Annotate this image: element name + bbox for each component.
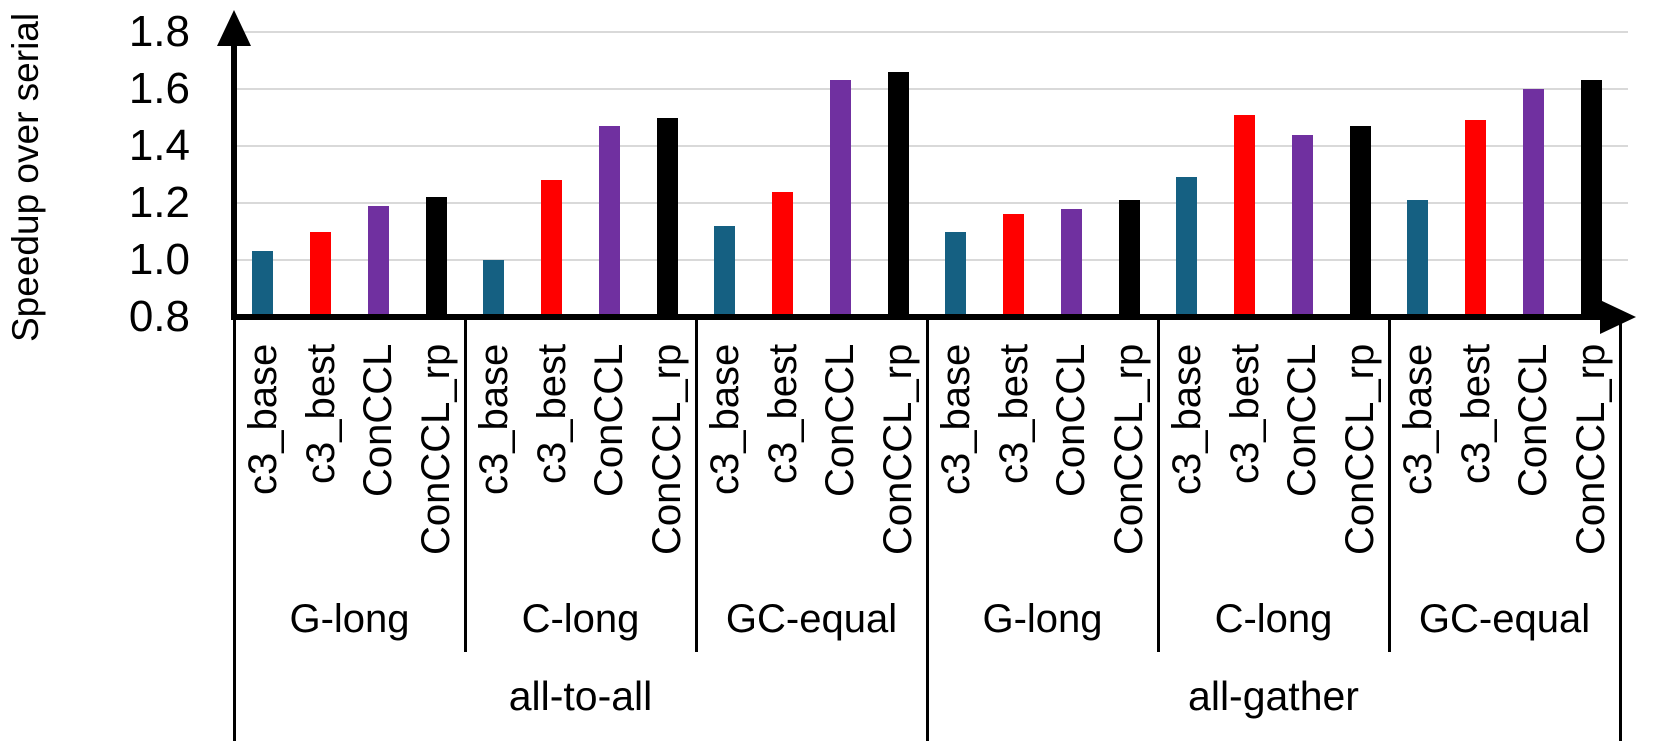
bar <box>772 191 794 317</box>
bar <box>656 117 678 317</box>
bar <box>425 197 447 317</box>
y-tick-label: 1.6 <box>128 64 190 113</box>
bar <box>1176 177 1198 317</box>
bar-category-label: c3_base <box>702 344 747 496</box>
y-tick-label: 1.0 <box>128 235 190 284</box>
bar <box>1580 80 1602 317</box>
bar-category-label: c3_best <box>1222 344 1267 485</box>
bar <box>714 225 736 317</box>
divider <box>1387 318 1391 652</box>
group-label: C-long <box>1214 596 1333 641</box>
gridline <box>232 259 1628 261</box>
divider <box>463 318 467 652</box>
bar <box>1465 120 1487 317</box>
section-label: all-gather <box>1188 673 1359 719</box>
bar <box>1234 114 1256 317</box>
section-label: all-to-all <box>508 673 653 719</box>
right-arrow-icon <box>1600 300 1636 334</box>
bar <box>829 80 851 317</box>
bar-category-label: ConCCL_rp <box>1569 344 1614 556</box>
group-label: GC-equal <box>1418 596 1591 641</box>
group-label: G-long <box>289 596 410 641</box>
gridline <box>232 88 1628 90</box>
divider <box>232 318 236 741</box>
bar <box>541 180 563 317</box>
y-tick-label: 1.2 <box>128 178 190 227</box>
y-tick-label: 1.8 <box>128 7 190 56</box>
up-arrow-icon <box>217 10 251 46</box>
bar <box>1060 208 1082 317</box>
bar <box>1118 200 1140 317</box>
bar-category-label: ConCCL <box>1280 344 1325 498</box>
gridline <box>232 145 1628 147</box>
bar-category-label: c3_base <box>933 344 978 496</box>
bar-category-label: ConCCL <box>818 344 863 498</box>
bar-category-label: ConCCL_rp <box>1338 344 1383 556</box>
bar-category-label: c3_best <box>529 344 574 485</box>
bar-category-label: ConCCL <box>1511 344 1556 498</box>
group-label: GC-equal <box>725 596 898 641</box>
bar-category-label: c3_base <box>240 344 285 496</box>
gridline <box>232 202 1628 204</box>
bar <box>945 231 967 317</box>
bar-category-label: ConCCL_rp <box>645 344 690 556</box>
bar-category-label: ConCCL_rp <box>876 344 921 556</box>
bar-category-label: ConCCL_rp <box>414 344 459 556</box>
bar-category-label: c3_best <box>760 344 805 485</box>
bar-category-label: ConCCL <box>356 344 401 498</box>
bar <box>1407 200 1429 317</box>
divider <box>925 318 929 741</box>
bar-category-label: c3_base <box>1164 344 1209 496</box>
bar-category-label: c3_best <box>298 344 343 485</box>
divider <box>1156 318 1160 652</box>
bar <box>1522 89 1544 317</box>
bar-category-label: c3_best <box>1453 344 1498 485</box>
x-axis-line <box>231 314 1602 320</box>
gridline <box>232 31 1628 33</box>
bar <box>1291 134 1313 317</box>
divider <box>1618 318 1622 741</box>
bar <box>1003 214 1025 317</box>
bar <box>887 71 909 317</box>
y-axis-line <box>231 42 237 318</box>
bar <box>310 231 332 317</box>
bar-category-label: ConCCL_rp <box>1107 344 1152 556</box>
bar <box>1349 126 1371 317</box>
y-axis-title: Speedup over serial <box>5 12 46 343</box>
bar-category-label: c3_best <box>991 344 1036 485</box>
bar <box>252 251 274 317</box>
bar-category-label: c3_base <box>1395 344 1440 496</box>
divider <box>694 318 698 652</box>
y-tick-label: 1.4 <box>128 121 190 170</box>
bar <box>367 205 389 317</box>
bar-category-label: ConCCL <box>587 344 632 498</box>
bar-category-label: ConCCL <box>1049 344 1094 498</box>
bar-category-label: c3_base <box>471 344 516 496</box>
bar <box>483 260 505 317</box>
group-label: G-long <box>982 596 1103 641</box>
y-tick-label: 0.8 <box>128 292 190 341</box>
bar <box>598 126 620 317</box>
group-label: C-long <box>521 596 640 641</box>
